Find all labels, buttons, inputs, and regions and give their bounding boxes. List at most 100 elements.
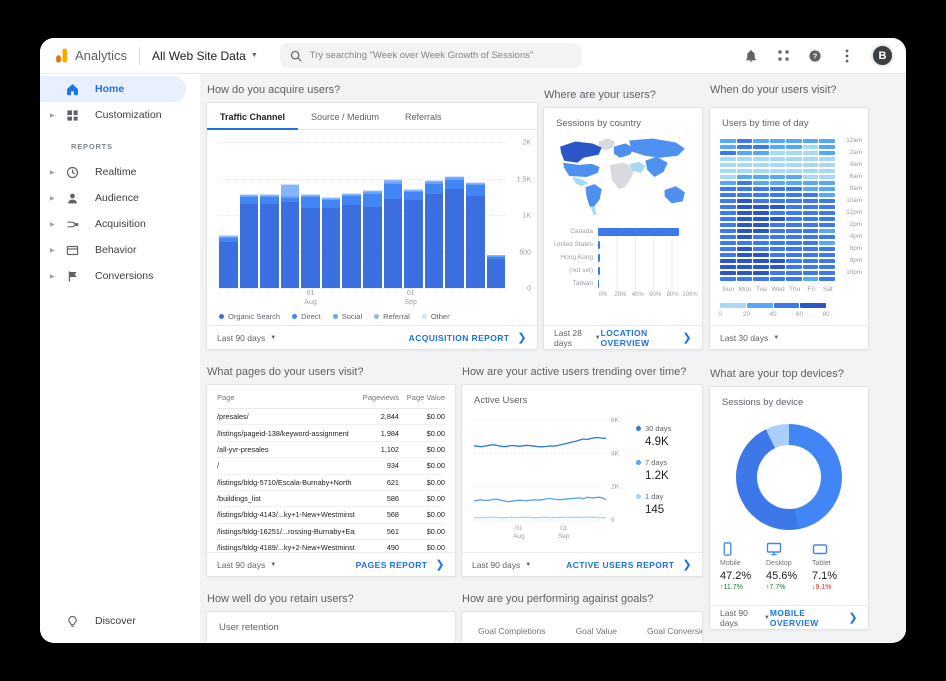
tab-source-medium[interactable]: Source / Medium [311, 112, 380, 122]
bar-segment-other [383, 179, 403, 181]
country-axis: 0% 20% 40% 60% 80% 100% [599, 292, 698, 302]
pages-table: Page Pageviews Page Value/presales/2,844 $0… [207, 385, 455, 552]
sidebar-item-customization[interactable]: ▶ Customization [40, 102, 200, 128]
heatmap-row [720, 252, 862, 258]
pages-report-link[interactable]: PAGES REPORT ❯ [356, 558, 445, 571]
date-range-label: Last 28 days [554, 327, 582, 348]
country-bar [598, 227, 679, 236]
card-footer: Last 30 days ▼ [710, 325, 868, 349]
location-overview-link[interactable]: LOCATION OVERVIEW ❯ [601, 328, 692, 348]
sidebar-item-acquisition[interactable]: ▶ Acquisition [40, 211, 200, 237]
bar-segment-social [301, 195, 320, 197]
page-path: /listings/pageid-138/keyword-assignment [217, 428, 349, 438]
heatmap-cell [769, 222, 786, 228]
sidebar-item-realtime[interactable]: ▶ Realtime [40, 159, 200, 185]
traffic-bar[interactable] [342, 193, 362, 288]
traffic-bar[interactable] [424, 180, 444, 288]
date-range-selector[interactable]: Last 28 days ▼ [554, 328, 601, 348]
search-input[interactable]: Try searching "Week over Week Growth of … [279, 43, 582, 68]
traffic-bar[interactable] [219, 235, 238, 288]
page-value: $0.00 [426, 543, 445, 552]
gridline: 500 [219, 249, 531, 256]
active-users-section: How are your active users trending over … [461, 360, 703, 577]
sidebar-item-discover[interactable]: Discover [40, 608, 200, 634]
tab-traffic-channel[interactable]: Traffic Channel [207, 103, 299, 130]
heatmap-cell [736, 156, 753, 162]
goal-label: Goal Value [575, 626, 617, 636]
heatmap-cell [753, 168, 769, 174]
page-value: $0.00 [426, 510, 445, 520]
sidebar-item-label: Realtime [95, 166, 137, 178]
traffic-bar[interactable] [260, 193, 279, 288]
sidebar-item-home[interactable]: Home [40, 76, 186, 102]
heatmap-cell [736, 234, 753, 240]
apps-grid-icon[interactable] [775, 48, 791, 64]
acquisition-report-link[interactable]: ACQUISITION REPORT ❯ [409, 331, 527, 344]
notifications-bell-icon[interactable] [743, 48, 759, 64]
traffic-bar[interactable] [239, 193, 259, 288]
scale-tick: 20 [742, 311, 751, 318]
sidebar-item-audience[interactable]: ▶ Audience [40, 185, 200, 211]
goal-stat-goal-value: Goal Value$0.00 [576, 626, 617, 642]
date-range-selector[interactable]: Last 90 days ▼ [217, 560, 276, 570]
sidebar-item-behavior[interactable]: ▶ Behavior [40, 237, 200, 263]
heatmap-cell [720, 276, 736, 282]
sessions-by-device-donut[interactable] [736, 424, 842, 530]
heatmap-cell [720, 138, 736, 144]
traffic-bar[interactable] [404, 188, 423, 288]
heatmap-cell [736, 240, 753, 246]
heatmap-row [720, 144, 862, 150]
help-icon[interactable]: ? [807, 48, 823, 64]
chevron-right-icon: ❯ [848, 612, 858, 624]
home-icon [66, 82, 80, 96]
traffic-bar[interactable] [445, 175, 464, 288]
date-range-selector[interactable]: Last 90 days ▼ [217, 333, 276, 343]
sidebar-item-conversions[interactable]: ▶ Conversions [40, 263, 200, 289]
hour-label: 12am [846, 137, 863, 144]
heatmap-cell [786, 156, 802, 162]
traffic-bar[interactable] [465, 182, 485, 288]
mobile-overview-link[interactable]: MOBILE OVERVIEW ❯ [770, 608, 858, 628]
traffic-bar[interactable] [363, 190, 382, 288]
heatmap-cell [802, 198, 819, 204]
traffic-bar[interactable] [486, 255, 506, 288]
traffic-bar[interactable] [280, 184, 300, 288]
account-selector[interactable]: All Web Site Data ▼ [152, 49, 258, 63]
heatmap-row [720, 276, 862, 282]
traffic-bar[interactable] [301, 193, 320, 288]
card-footer: Last 90 days ▼ PAGES REPORT ❯ [207, 552, 455, 576]
bar-segment-social [445, 178, 464, 180]
line-series-30-days [473, 436, 607, 448]
heatmap-cell [720, 180, 736, 186]
x-axis-tick: 80% [666, 292, 679, 298]
traffic-bar[interactable] [321, 196, 341, 288]
date-range-selector[interactable]: Last 90 days ▼ [472, 560, 531, 570]
bar-segment-direct [465, 185, 485, 197]
goal-label: Goal Completions [478, 626, 546, 636]
heatmap-cell [720, 270, 736, 276]
traffic-bar[interactable] [383, 179, 403, 288]
page-path: /listings/bldg-5710/Escala-Burnaby+North [217, 477, 352, 487]
heatmap-cell [753, 210, 769, 216]
more-options-icon[interactable] [839, 48, 855, 64]
heatmap-cell [753, 246, 769, 252]
date-range-selector[interactable]: Last 90 days ▼ [720, 608, 770, 628]
active-users-report-link[interactable]: ACTIVE USERS REPORT ❯ [566, 558, 692, 571]
heatmap-cell [802, 252, 819, 258]
y-axis-tick: 0 [527, 285, 531, 293]
heatmap-cell [819, 234, 836, 240]
page-path: /listings/bldg-4189/...ky+2-New+Westmins… [217, 543, 355, 552]
bar-segment-other [465, 182, 485, 183]
heatmap-cell [736, 228, 753, 234]
table-row: /all-yvr-presales 1,102 $0.00 [217, 442, 445, 459]
date-range-selector[interactable]: Last 30 days ▼ [720, 333, 779, 343]
bar-segment-referral [301, 194, 320, 196]
map-region-usa [563, 162, 600, 177]
svg-text:Aug: Aug [513, 533, 525, 540]
heatmap-cell [769, 204, 786, 210]
heatmap-cell [736, 222, 753, 228]
goal-stat-goal-completions: Goal Completions0 [478, 626, 546, 642]
tab-referrals[interactable]: Referrals [405, 112, 442, 122]
user-avatar[interactable]: B [871, 44, 894, 67]
bar-segment-organic-search [383, 198, 403, 288]
